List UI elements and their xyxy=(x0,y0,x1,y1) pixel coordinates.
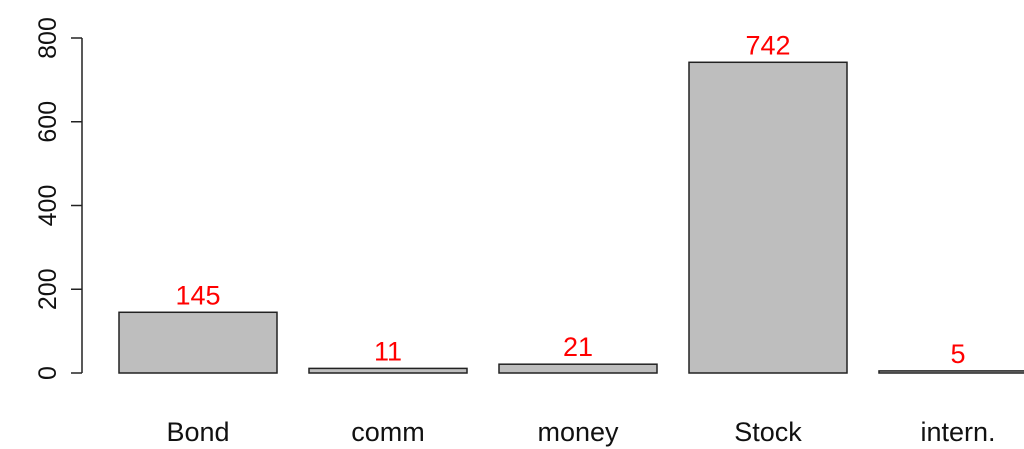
data-label: 742 xyxy=(745,30,790,60)
data-label: 145 xyxy=(175,280,220,310)
category-label: comm xyxy=(351,417,425,447)
y-tick-label: 0 xyxy=(34,366,62,380)
bar-bond xyxy=(118,311,278,374)
category-label: Stock xyxy=(734,417,802,447)
data-label: 11 xyxy=(374,336,402,366)
bar-stock xyxy=(688,61,848,374)
category-label: intern. xyxy=(920,417,995,447)
bar-money xyxy=(498,363,658,374)
category-label: Bond xyxy=(166,417,229,447)
data-label: 5 xyxy=(950,339,965,369)
bar-comm xyxy=(308,367,468,374)
bar-intern xyxy=(878,370,1024,374)
y-tick-label: 400 xyxy=(34,185,62,227)
bars-group xyxy=(118,61,1024,374)
data-label: 21 xyxy=(563,332,593,362)
y-tick-label: 600 xyxy=(34,101,62,143)
y-tick-label: 800 xyxy=(34,17,62,59)
y-tick-label: 200 xyxy=(34,268,62,310)
category-label: money xyxy=(537,417,619,447)
y-axis: 0 200 400 600 800 xyxy=(34,17,83,380)
data-labels-group: 145 11 21 742 5 xyxy=(175,30,965,369)
category-labels-group: Bond comm money Stock intern. xyxy=(166,417,995,447)
